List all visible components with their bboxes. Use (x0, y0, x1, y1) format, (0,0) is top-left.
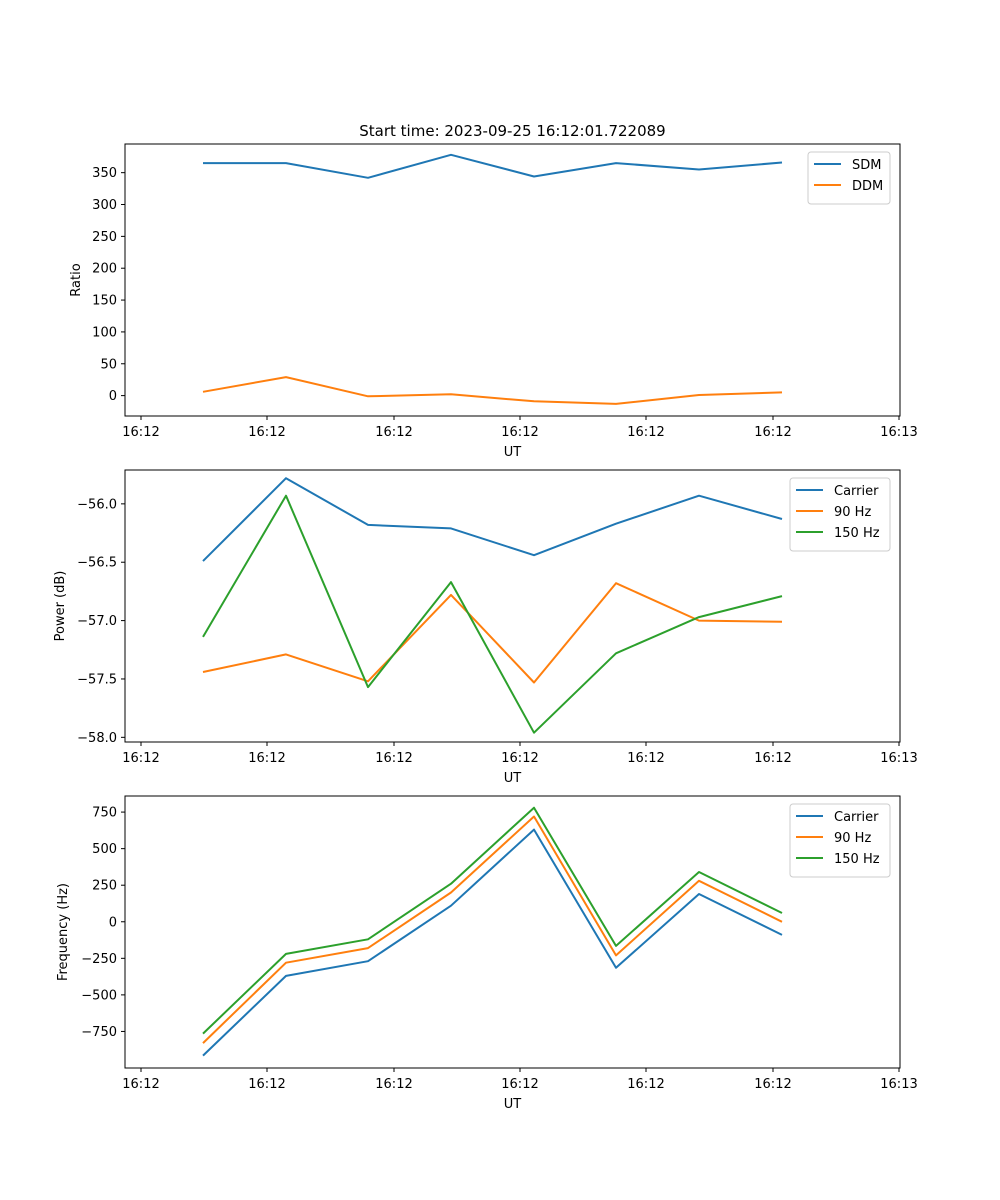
y-axis-label: Power (dB) (53, 571, 68, 642)
legend-label: 90 Hz (834, 831, 871, 846)
y-tick-label: 250 (92, 879, 117, 894)
x-tick-label: 16:12 (627, 751, 664, 766)
y-tick-label: −58.0 (77, 731, 117, 746)
plot-frame (124, 143, 901, 417)
y-tick-label: −56.5 (77, 556, 117, 571)
series-line-150-hz (202, 806, 783, 1035)
y-tick-label: 350 (92, 166, 117, 181)
x-tick-label: 16:12 (375, 425, 412, 440)
plot-frame (124, 795, 901, 1069)
figure-title: Start time: 2023-09-25 16:12:01.722089 (359, 122, 665, 140)
x-tick-label: 16:12 (501, 425, 538, 440)
plot-frame (124, 469, 901, 743)
x-tick-label: 16:12 (248, 751, 285, 766)
legend-label: Carrier (834, 810, 879, 825)
y-axis-label: Ratio (69, 263, 84, 296)
x-tick-label: 16:12 (375, 1077, 412, 1092)
legend-label: SDM (852, 158, 881, 173)
x-axis-label: UT (504, 771, 522, 786)
y-tick-label: −500 (81, 988, 117, 1003)
y-tick-label: −57.5 (77, 672, 117, 687)
x-tick-label: 16:12 (754, 751, 791, 766)
x-tick-label: 16:12 (122, 425, 159, 440)
y-axis-label: Frequency (Hz) (56, 883, 71, 981)
series-line-150-hz (202, 494, 783, 734)
series-line-90-hz (202, 582, 783, 684)
y-tick-label: 150 (92, 294, 117, 309)
x-tick-label: 16:13 (880, 1077, 917, 1092)
series-line-90-hz (202, 815, 783, 1044)
x-tick-label: 16:12 (754, 1077, 791, 1092)
x-tick-label: 16:12 (122, 751, 159, 766)
series-line-ddm (202, 376, 783, 405)
y-tick-label: −750 (81, 1025, 117, 1040)
x-tick-label: 16:12 (122, 1077, 159, 1092)
y-tick-label: 300 (92, 198, 117, 213)
y-tick-label: −56.0 (77, 497, 117, 512)
legend: Carrier 90 Hz 150 Hz (789, 803, 891, 878)
y-tick-label: 200 (92, 262, 117, 277)
x-axis-label: UT (504, 1097, 522, 1112)
y-tick-label: −250 (81, 952, 117, 967)
chart-power: −58.0 −57.5 −57.0 −56.5 −56.0 16:12 16:12 16:12… (53, 469, 918, 786)
legend: SDM DDM (807, 151, 891, 205)
x-tick-label: 16:13 (880, 425, 917, 440)
y-tick-label: 750 (92, 806, 117, 821)
x-axis-label: UT (504, 445, 522, 460)
x-tick-label: 16:12 (501, 751, 538, 766)
legend-label: 150 Hz (834, 852, 880, 867)
x-tick-label: 16:12 (754, 425, 791, 440)
x-tick-label: 16:12 (248, 425, 285, 440)
legend-label: 90 Hz (834, 505, 871, 520)
x-tick-label: 16:12 (627, 1077, 664, 1092)
chart-frequency: −750 −500 −250 0 250 500 750 16:12 16:12 16:12 16:… (56, 795, 918, 1112)
x-tick-label: 16:12 (627, 425, 664, 440)
x-tick-label: 16:12 (375, 751, 412, 766)
legend-label: DDM (852, 179, 883, 194)
series-line-sdm (203, 153, 783, 179)
series-line-carrier (202, 828, 783, 1057)
chart-ratio: 0 50 100 150 200 250 300 350 16:12 16:12 16:12 16:1… (69, 143, 918, 460)
x-tick-label: 16:13 (880, 751, 917, 766)
y-tick-label: −57.0 (77, 614, 117, 629)
y-tick-label: 500 (92, 842, 117, 857)
legend: Carrier 90 Hz 150 Hz (789, 477, 891, 552)
x-tick-label: 16:12 (501, 1077, 538, 1092)
legend-label: Carrier (834, 484, 879, 499)
y-tick-label: 250 (92, 230, 117, 245)
y-tick-label: 0 (109, 389, 117, 404)
y-tick-label: 50 (100, 357, 117, 372)
legend-label: 150 Hz (834, 526, 880, 541)
x-tick-label: 16:12 (248, 1077, 285, 1092)
series-line-carrier (202, 477, 783, 562)
y-tick-label: 0 (109, 915, 117, 930)
y-tick-label: 100 (92, 325, 117, 340)
charts-container: 0 50 100 150 200 250 300 350 16:12 16:12 16:12 16:1… (53, 143, 918, 1112)
